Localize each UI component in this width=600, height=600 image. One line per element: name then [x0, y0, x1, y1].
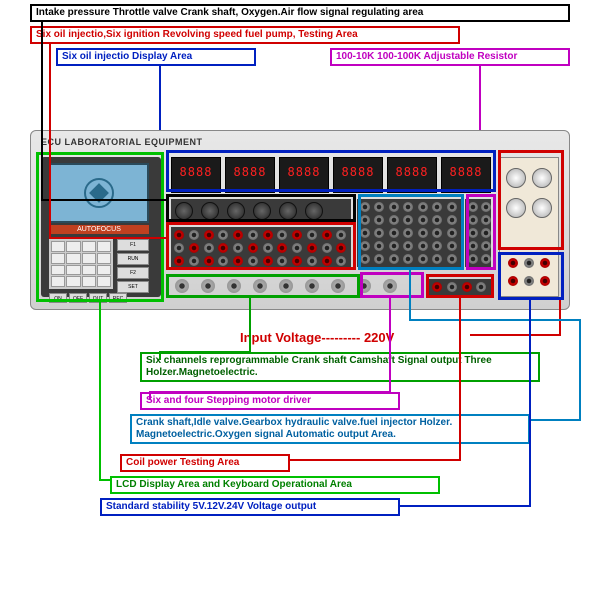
label-resistor: 100-10K 100-100K Adjustable Resistor — [330, 48, 570, 66]
autofocus-label: AUTOFOCUS — [49, 225, 149, 234]
jack-grid-right[interactable] — [357, 199, 461, 267]
device-title: ECU LABORATORIAL EQUIPMENT — [41, 137, 203, 147]
numeric-keypad[interactable] — [49, 239, 113, 289]
led-5 — [387, 157, 437, 193]
jack-grid-left[interactable] — [171, 227, 351, 269]
label-coil: Coil power Testing Area — [120, 454, 290, 472]
led-1 — [171, 157, 221, 193]
label-input-voltage: Input Voltage--------- 220V — [240, 330, 394, 345]
bnc-connector-row[interactable] — [171, 279, 421, 297]
led-6 — [441, 157, 491, 193]
label-six-oil-display: Six oil injectio Display Area — [56, 48, 256, 66]
ecu-device: ECU LABORATORIAL EQUIPMENT AUTOFOCUS F1 … — [30, 130, 570, 310]
led-3 — [279, 157, 329, 193]
label-stepping: Six and four Stepping motor driver — [140, 392, 400, 410]
knob-row[interactable] — [171, 199, 351, 223]
label-crank-auto: Crank shaft,Idle valve.Gearbox hydraulic… — [130, 414, 530, 444]
label-intake: Intake pressure Throttle valve Crank sha… — [30, 4, 570, 22]
jack-grid-resistor[interactable] — [465, 199, 491, 267]
jack-grid-coil[interactable] — [429, 279, 491, 295]
lcd-screen — [49, 163, 149, 223]
lcd-logo-icon — [84, 178, 114, 208]
label-standard: Standard stability 5V.12V.24V Voltage ou… — [100, 498, 400, 516]
led-2 — [225, 157, 275, 193]
label-six-channels: Six channels reprogrammable Crank shaft … — [140, 352, 540, 382]
power-buttons[interactable]: ONOFFOUTREC — [49, 293, 127, 303]
label-lcd-keyboard: LCD Display Area and Keyboard Operationa… — [110, 476, 440, 494]
lcd-keypad-panel: AUTOFOCUS F1 RUN F2 SET ONOFFOUTREC — [41, 157, 161, 297]
led-4 — [333, 157, 383, 193]
power-supply-panel[interactable] — [499, 157, 559, 297]
label-six-oil-test: Six oil injectio,Six ignition Revolving … — [30, 26, 460, 44]
function-buttons[interactable]: F1 RUN F2 SET — [117, 239, 149, 289]
led-display-row — [171, 157, 491, 193]
